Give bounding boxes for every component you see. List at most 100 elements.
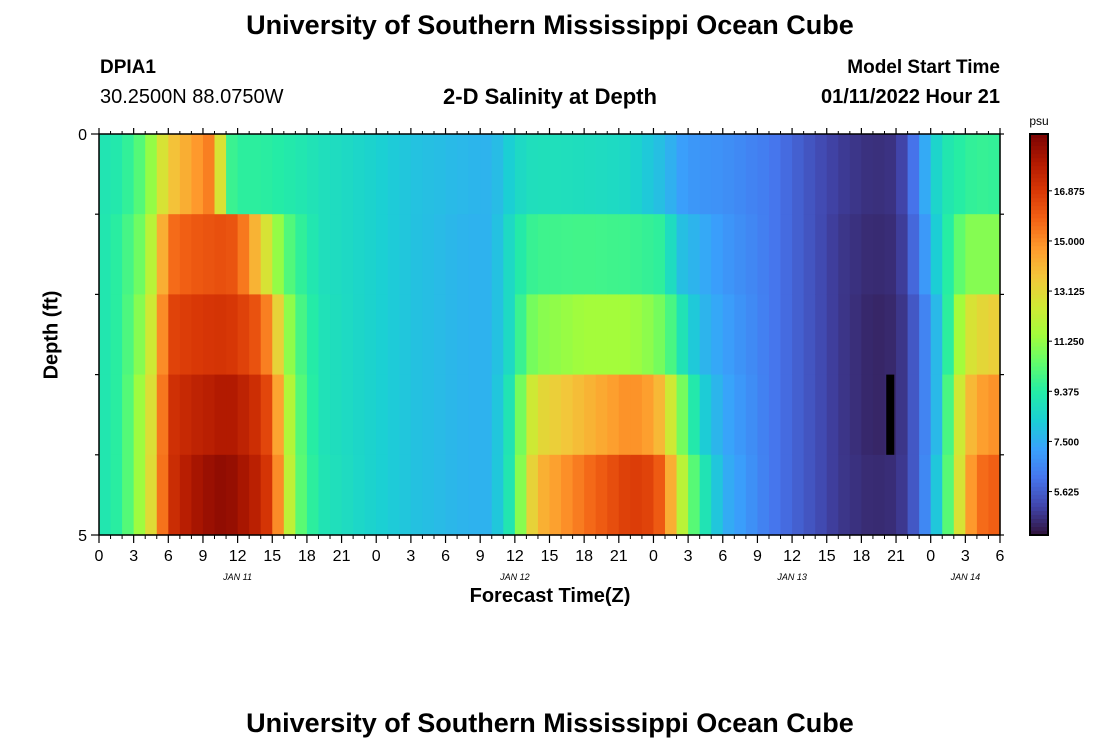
heatmap-cell	[376, 454, 389, 536]
heatmap-cell	[318, 294, 331, 376]
heatmap-cell	[965, 214, 978, 295]
heatmap-cell	[133, 214, 146, 295]
heatmap-cell	[768, 134, 782, 215]
heatmap-cell	[838, 214, 851, 295]
x-tick-label: 3	[684, 548, 693, 565]
heatmap-cell	[353, 134, 366, 215]
colorbar-swatch	[1030, 490, 1048, 496]
heatmap-cell	[815, 134, 828, 215]
colorbar-swatch	[1030, 386, 1048, 392]
colorbar-swatch	[1030, 318, 1048, 324]
colorbar-swatch	[1030, 210, 1048, 215]
heatmap-cell	[907, 294, 920, 376]
heatmap-cell	[896, 294, 909, 376]
heatmap-cell	[757, 454, 770, 536]
colorbar-swatch	[1030, 206, 1048, 211]
heatmap-cell	[145, 454, 158, 536]
heatmap-cell	[953, 294, 966, 376]
heatmap-cell	[734, 134, 747, 215]
heatmap-cell	[965, 294, 978, 376]
heatmap-cell	[179, 214, 193, 295]
heatmap-cell	[237, 454, 250, 536]
heatmap-cell	[364, 134, 377, 215]
colorbar-swatch	[1030, 346, 1048, 352]
colorbar-swatch	[1030, 522, 1048, 528]
colorbar-swatch	[1030, 326, 1048, 332]
colorbar-swatch	[1030, 266, 1048, 271]
heatmap-cell	[399, 454, 412, 536]
colorbar-swatch	[1030, 370, 1048, 376]
heatmap-cell	[826, 134, 839, 215]
colorbar-swatch	[1030, 438, 1048, 444]
x-tick-label: 6	[441, 548, 450, 565]
heatmap-cell	[607, 294, 620, 376]
heatmap-cell	[457, 134, 470, 215]
colorbar-tick-label: 15.000	[1054, 237, 1085, 248]
heatmap-cell	[815, 294, 828, 376]
chart-subtitle: 2-D Salinity at Depth	[443, 84, 657, 109]
colorbar-swatch	[1030, 138, 1048, 143]
heatmap-cell	[757, 214, 770, 295]
heatmap-cell	[849, 454, 862, 536]
heatmap-cell	[595, 294, 608, 376]
heatmap-cell	[503, 134, 516, 215]
x-tick-label: 9	[199, 548, 208, 565]
heatmap-cell	[295, 294, 308, 376]
heatmap-cell	[849, 214, 862, 295]
colorbar-swatch	[1030, 526, 1048, 532]
heatmap-cell	[907, 214, 920, 295]
colorbar-swatch	[1030, 182, 1048, 187]
colorbar-swatch	[1030, 422, 1048, 428]
heatmap-cell	[468, 454, 481, 536]
heatmap-cell	[849, 134, 862, 215]
heatmap-cell	[734, 214, 747, 295]
heatmap-cell	[653, 374, 666, 456]
colorbar-swatch	[1030, 502, 1048, 508]
colorbar-swatch	[1030, 330, 1048, 336]
heatmap-cell	[191, 134, 204, 215]
heatmap-cell	[930, 134, 943, 215]
heatmap-cell	[815, 374, 828, 456]
heatmap-cell	[99, 294, 112, 376]
heatmap-cell	[618, 214, 631, 295]
heatmap-cell	[491, 454, 504, 536]
heatmap-cell	[110, 214, 123, 295]
x-tick-label: 15	[541, 548, 559, 565]
x-tick-label: 9	[753, 548, 762, 565]
colorbar-swatch	[1030, 514, 1048, 520]
heatmap-cell	[249, 214, 262, 295]
heatmap-cell	[688, 454, 701, 536]
heatmap-cell	[283, 294, 296, 376]
heatmap-cell	[480, 214, 493, 295]
colorbar-swatch	[1030, 498, 1048, 504]
colorbar-swatch	[1030, 222, 1048, 227]
heatmap-cell	[942, 454, 955, 536]
heatmap-cell	[641, 134, 655, 215]
heatmap-cell	[838, 454, 851, 536]
heatmap-cell	[145, 374, 158, 456]
heatmap-cell	[387, 374, 400, 456]
colorbar-tick-label: 16.875	[1054, 187, 1085, 198]
heatmap-cell	[711, 374, 724, 456]
heatmap-cell	[699, 294, 712, 376]
missing-data-bar	[886, 374, 895, 455]
heatmap-cell	[480, 454, 493, 536]
x-tick-label: 18	[575, 548, 593, 565]
heatmap-cell	[953, 454, 966, 536]
heatmap-cell	[156, 374, 169, 456]
heatmap-cell	[422, 374, 435, 456]
heatmap-cell	[272, 214, 285, 295]
heatmap-cell	[214, 374, 227, 456]
heatmap-cell	[168, 214, 181, 295]
colorbar-swatch	[1030, 254, 1048, 259]
heatmap-cell	[376, 214, 389, 295]
heatmap-cell	[607, 454, 620, 536]
heatmap-cell	[768, 294, 782, 376]
heatmap-cell	[768, 214, 782, 295]
colorbar-swatch	[1030, 250, 1048, 255]
heatmap-cell	[595, 374, 608, 456]
heatmap-cell	[872, 374, 886, 456]
heatmap-cell	[237, 374, 250, 456]
heatmap-cell	[549, 374, 562, 456]
heatmap-cell	[561, 374, 574, 456]
